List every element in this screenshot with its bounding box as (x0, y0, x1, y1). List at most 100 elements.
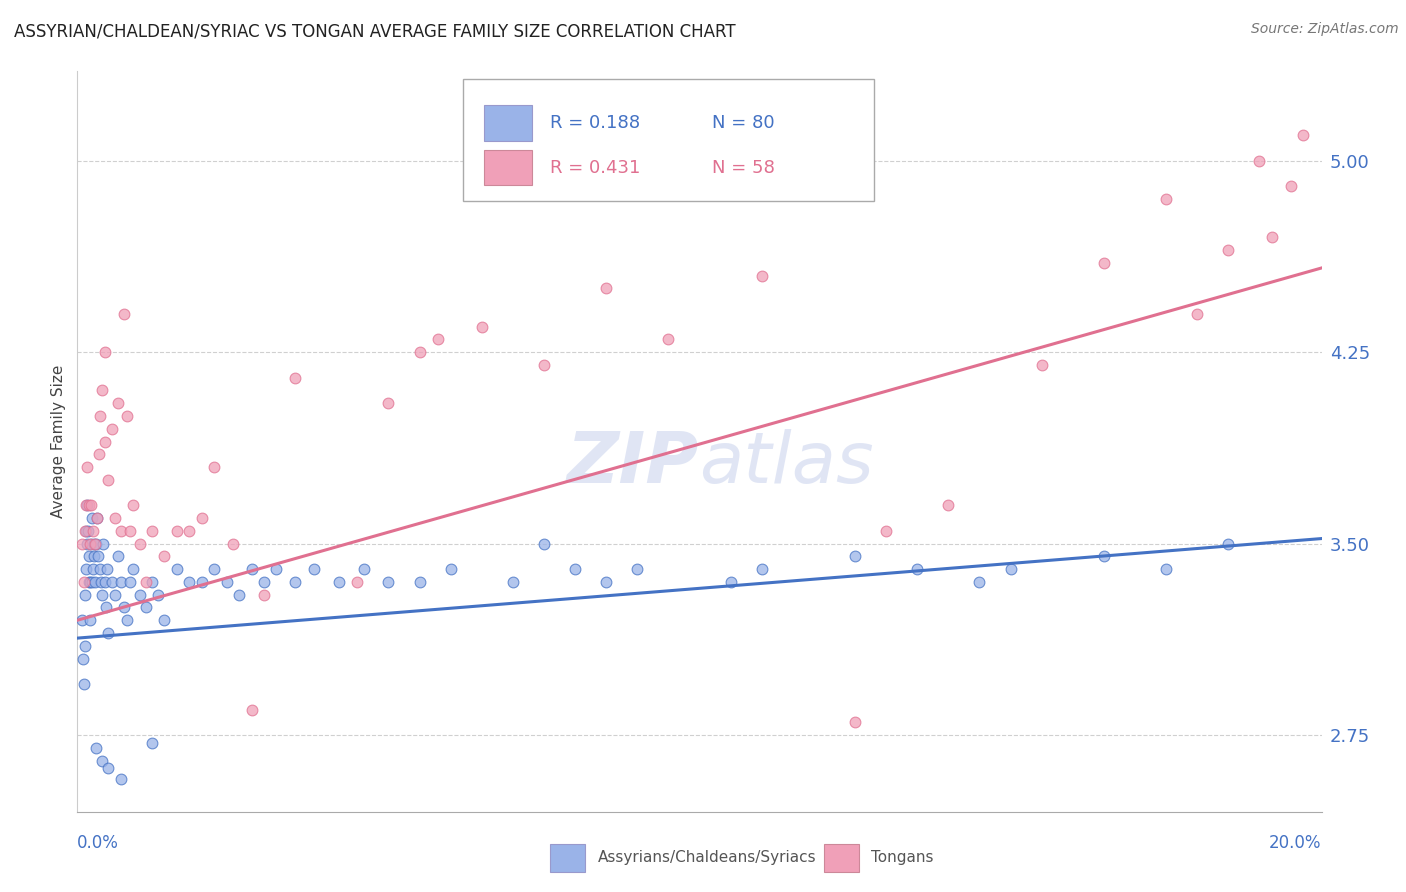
FancyBboxPatch shape (824, 844, 859, 871)
Text: ASSYRIAN/CHALDEAN/SYRIAC VS TONGAN AVERAGE FAMILY SIZE CORRELATION CHART: ASSYRIAN/CHALDEAN/SYRIAC VS TONGAN AVERA… (14, 22, 735, 40)
Point (86, 511, 108, 525)
Text: N = 80: N = 80 (711, 114, 775, 132)
Point (166, 524, 188, 538)
Text: atlas: atlas (700, 429, 875, 499)
Point (122, 562, 145, 576)
Point (82, 562, 104, 576)
Point (751, 268, 773, 283)
Point (228, 588, 250, 602)
Point (141, 736, 163, 750)
Point (94, 345, 117, 359)
Point (84, 740, 107, 755)
Point (82, 524, 104, 538)
Point (112, 600, 135, 615)
Point (115, 409, 138, 423)
Point (240, 562, 263, 576)
Y-axis label: Average Family Size: Average Family Size (51, 365, 66, 518)
Point (266, 562, 288, 576)
Point (1292, 128, 1315, 143)
Point (440, 562, 463, 576)
Point (302, 562, 325, 576)
Point (84, 536, 107, 550)
Point (657, 333, 679, 347)
Text: ZIP: ZIP (567, 429, 700, 499)
Point (110, 772, 132, 786)
Point (905, 562, 928, 576)
Point (72, 574, 94, 589)
Point (120, 524, 142, 538)
Text: R = 0.431: R = 0.431 (550, 159, 641, 177)
Point (153, 549, 176, 564)
FancyBboxPatch shape (463, 78, 873, 201)
Point (93, 536, 115, 550)
Point (104, 588, 127, 602)
Point (96, 562, 118, 576)
Point (86, 511, 108, 525)
Point (141, 524, 163, 538)
Point (76, 499, 98, 513)
Point (80, 499, 103, 513)
Point (93, 574, 115, 589)
Point (80, 511, 103, 525)
Point (97, 473, 120, 487)
Point (83, 536, 105, 550)
Point (353, 562, 375, 576)
Point (179, 574, 201, 589)
Point (77, 549, 100, 564)
Point (844, 549, 866, 564)
Point (110, 574, 132, 589)
Point (1000, 562, 1022, 576)
Point (720, 574, 742, 589)
Point (94, 600, 117, 615)
Point (1279, 179, 1302, 194)
Text: Tongans: Tongans (872, 850, 934, 865)
Point (77, 574, 100, 589)
Point (91, 384, 114, 398)
Point (100, 422, 122, 436)
Point (91, 754, 114, 768)
Point (1092, 256, 1115, 270)
Point (82, 574, 104, 589)
Point (191, 574, 214, 589)
Point (938, 499, 960, 513)
Point (94, 434, 117, 449)
Point (97, 626, 120, 640)
Point (76, 460, 98, 475)
Point (844, 715, 866, 730)
Point (72, 613, 94, 627)
Point (83, 549, 105, 564)
Point (76, 536, 98, 550)
Text: Assyrians/Chaldeans/Syriacs: Assyrians/Chaldeans/Syriacs (598, 850, 815, 865)
Point (502, 574, 524, 589)
Point (77, 524, 100, 538)
Point (87, 549, 110, 564)
Point (179, 524, 201, 538)
Point (128, 536, 150, 550)
Point (141, 574, 163, 589)
Point (408, 574, 430, 589)
Point (377, 574, 399, 589)
Point (75, 499, 97, 513)
Point (80, 536, 103, 550)
Point (72, 651, 94, 665)
Point (427, 333, 450, 347)
Point (1092, 549, 1115, 564)
Text: R = 0.188: R = 0.188 (550, 114, 640, 132)
Point (107, 549, 129, 564)
Point (346, 574, 368, 589)
Point (1218, 243, 1240, 257)
Point (112, 307, 135, 321)
Point (79, 613, 101, 627)
Point (533, 536, 555, 550)
Point (97, 761, 120, 775)
Point (284, 370, 307, 384)
Point (91, 588, 114, 602)
Point (115, 613, 138, 627)
Point (72, 677, 94, 691)
Point (135, 600, 157, 615)
Point (1261, 230, 1284, 244)
Point (875, 524, 897, 538)
Point (83, 536, 105, 550)
Point (107, 396, 129, 410)
Point (89, 409, 111, 423)
